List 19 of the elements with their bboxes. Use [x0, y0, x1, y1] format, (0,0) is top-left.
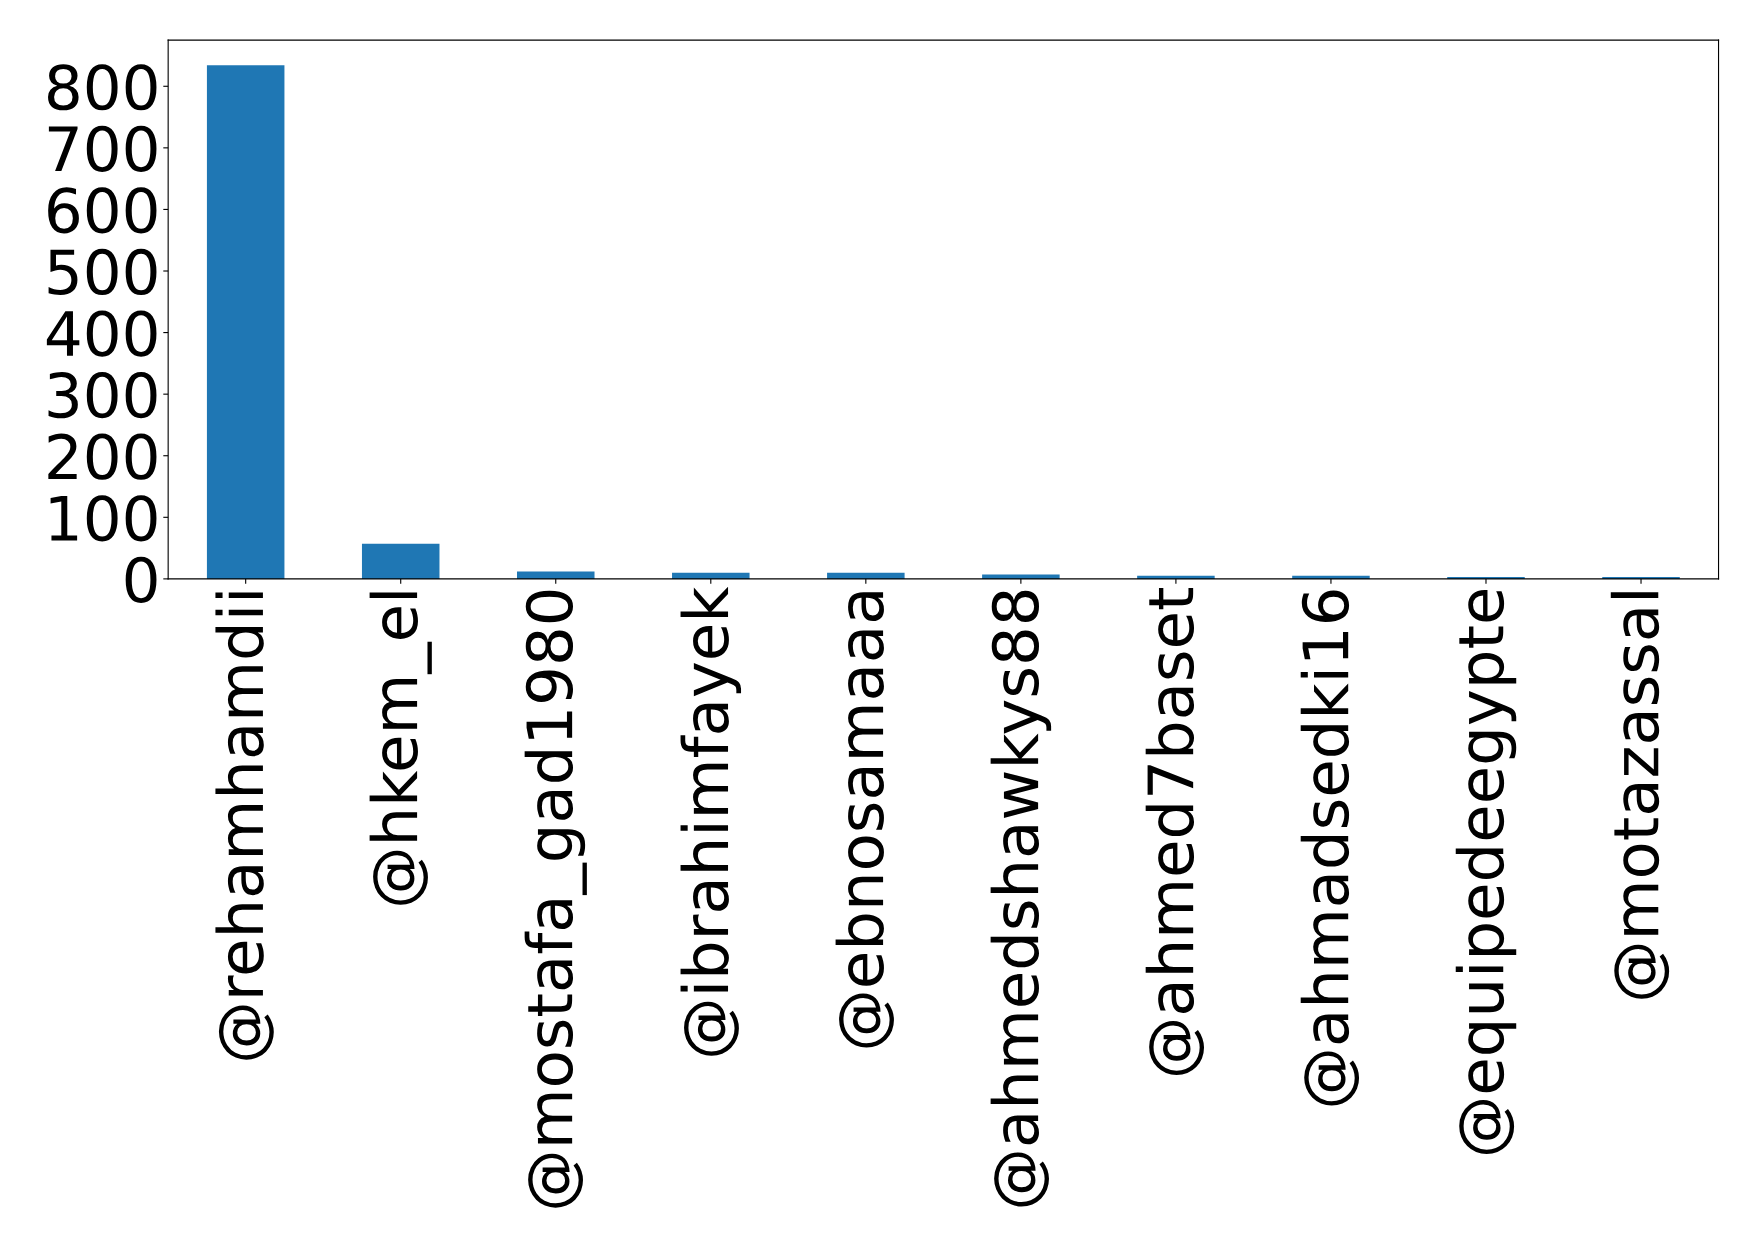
y-tick-label: 800 [48, 64, 157, 111]
y-tick-label: 700 [48, 125, 157, 172]
x-tick-label: @rehamhamdii [215, 592, 274, 1060]
x-tick-label: @mostafa_gad1980 [524, 590, 587, 1208]
y-tick-label: 200 [48, 433, 157, 480]
x-tick-label: @ahmadsedki16 [1300, 590, 1360, 1106]
y-tick-label: 500 [48, 248, 157, 296]
x-tick-label: @ebnosamaaa [835, 592, 894, 1048]
x-tick-label: @hkem_el [369, 592, 432, 905]
y-tick-label: 100 [50, 495, 157, 542]
y-tick-label: 600 [48, 187, 157, 234]
x-tick-label: @ahmedshawkys88 [990, 590, 1052, 1207]
x-tick-label: @motazassal [1610, 592, 1670, 999]
y-tick-label: 400 [46, 310, 157, 357]
x-tick-label: @equipedeegypte [1455, 589, 1517, 1155]
x-tick-label: @ibrahimfayek [680, 586, 742, 1056]
y-tick-label: 0 [125, 556, 157, 603]
y-tick-label: 300 [48, 372, 157, 419]
x-tick-label: @ahmed7baset [1145, 588, 1205, 1076]
